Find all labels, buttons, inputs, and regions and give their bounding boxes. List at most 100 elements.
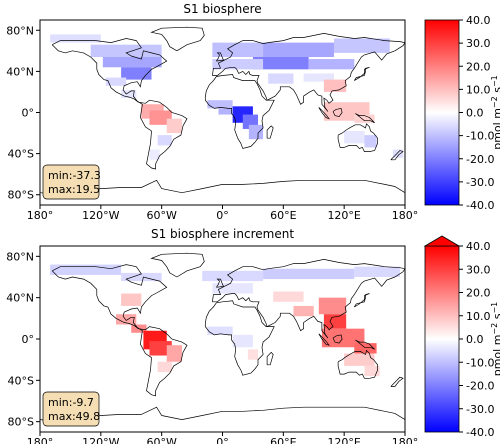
colorbar-bar (424, 19, 460, 206)
heatmap-cell (318, 297, 347, 315)
colorbar-tick-label: 20.0 (466, 287, 491, 300)
heatmap-cell (212, 42, 264, 57)
colorbar: 40.0 30.0 20.0 10.0 0.0 -10.0 -20.0 -30.0 -40.0 p… (424, 14, 500, 212)
heatmap-cell (121, 89, 137, 99)
heatmap-cell (344, 131, 365, 144)
coastline-path (332, 334, 343, 344)
unit-text: s (491, 313, 500, 322)
heatmap-cell (248, 124, 264, 140)
colorbar-tick-label: 0.0 (466, 107, 484, 120)
x-tick-label: 120°E (327, 436, 360, 444)
coastline-path (51, 38, 188, 170)
heatmap-cell (252, 57, 309, 70)
heatmap-cell (121, 272, 162, 282)
y-tick-label: 0° (22, 333, 35, 346)
heatmap-cell (232, 334, 253, 348)
x-tick-label: 120°W (82, 209, 119, 222)
coastline-path (39, 179, 406, 196)
heatmap-cell (364, 365, 380, 377)
coastline-path (204, 300, 275, 376)
coastline-path (390, 150, 404, 161)
coastline-path (216, 278, 225, 288)
heatmap-cell (149, 341, 172, 356)
coastline-path (390, 376, 404, 387)
y-tick-label: 80°S (8, 416, 34, 429)
colorbar-extend-triangle (423, 235, 461, 247)
heatmap-cell (90, 44, 162, 57)
coastline-path (212, 33, 406, 112)
heatmap-cell (268, 73, 294, 84)
coastline-path (318, 107, 330, 120)
map-panel-2: S1 biosphere increment 180° 120°W 60°W 0° 60°… (6, 227, 500, 444)
heatmap-cell (344, 353, 375, 366)
heatmap-cell (166, 345, 182, 362)
colorbar-tick-label: -20.0 (466, 153, 494, 166)
coastline-path (332, 107, 343, 117)
heatmap-cell (50, 264, 122, 275)
heatmap-cell (166, 118, 182, 134)
heatmap-cell (218, 108, 233, 115)
heatmap-cell (303, 73, 335, 82)
heatmap-cell (323, 79, 347, 92)
y-tick-label: 80°S (8, 189, 34, 202)
y-tick-label: 40°S (8, 148, 34, 161)
coastline-path (337, 349, 378, 379)
colorbar-tick-label: 30.0 (466, 263, 491, 276)
colorbar-tick-label: 20.0 (466, 60, 491, 73)
coastlines (39, 252, 406, 423)
colorbar-tick-label: 0.0 (466, 333, 484, 346)
heatmap-cell (207, 326, 233, 335)
heatmap-cell (263, 268, 355, 280)
coastline-path (318, 333, 330, 346)
heatmap-cell (354, 343, 377, 354)
y-tick-label: 80°N (6, 24, 34, 37)
heatmap-cell (354, 266, 400, 277)
colorbar-tick-label: -10.0 (466, 356, 494, 369)
heatmap-cell (121, 293, 142, 306)
x-tick-label: 60°W (146, 209, 176, 222)
stats-box-background (42, 164, 100, 200)
heatmap-cell (149, 149, 160, 160)
y-tick-label: 0° (22, 107, 35, 120)
heatmap-cell (157, 135, 172, 146)
y-tick-label: 80°N (6, 250, 34, 263)
coastline-path (216, 52, 225, 62)
coastline-path (204, 74, 275, 149)
unit-text: pmol m (491, 108, 500, 150)
heatmap-cell (308, 59, 355, 70)
unit-superscript: −2 (490, 323, 499, 335)
coastline-path (150, 26, 205, 52)
x-tick-label: 60°E (270, 436, 296, 444)
heatmap-cell (105, 77, 127, 86)
map-panel-1: S1 biosphere 180° 120°W 60°W 0° 60°E 120°E 180°… (6, 2, 500, 222)
colorbar-tick-label: -30.0 (466, 403, 494, 416)
x-tick-label: 0° (216, 209, 229, 222)
x-tick-label: 180° (27, 436, 54, 444)
unit-text: s (491, 87, 500, 96)
coastline-path (51, 264, 188, 397)
colorbar-tick-label: -40.0 (466, 426, 494, 439)
colorbar-bar (424, 245, 460, 433)
heatmap-cell (121, 67, 152, 80)
heatmap-cell (157, 361, 172, 373)
colorbar: 40.0 30.0 20.0 10.0 0.0 -10.0 -20.0 -30.0 -40.0 p… (423, 235, 500, 439)
colorbar-tick-label: 30.0 (466, 37, 491, 50)
x-tick-label: 60°E (270, 209, 296, 222)
heatmap-cell (50, 34, 101, 43)
x-tick-label: 180° (27, 209, 54, 222)
heatmap-cell (212, 283, 253, 294)
x-tick-label: 0° (216, 436, 229, 444)
heatmap-cell (202, 270, 264, 282)
colorbar-tick-label: -40.0 (466, 199, 494, 212)
coastline-path (266, 351, 274, 366)
min-value-label: min:-37.3 (48, 169, 101, 182)
x-tick-label: 180° (392, 209, 419, 222)
coastline-path (355, 113, 375, 124)
coastline-path (212, 259, 406, 339)
coastline-path (39, 406, 406, 423)
heatmap-cell (321, 328, 365, 348)
max-value-label: max:19.5 (48, 183, 100, 196)
coastline-path (354, 66, 370, 81)
